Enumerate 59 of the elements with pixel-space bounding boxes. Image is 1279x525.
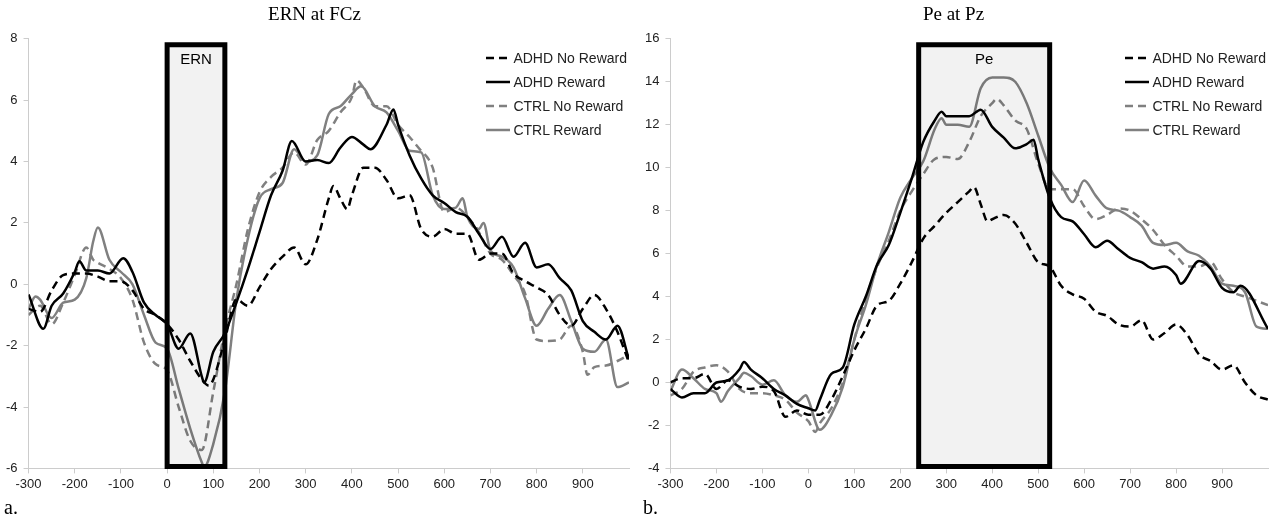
chart-title: ERN at FCz [268,3,361,25]
y-tick-label: -2 [647,417,660,433]
x-tick-label: 400 [341,475,363,491]
x-tick-label: 500 [1027,475,1050,491]
y-tick-label: 14 [644,73,660,89]
y-tick-label: 2 [10,214,18,230]
x-tick-label: 700 [1119,475,1141,491]
x-tick-label: -100 [749,475,776,491]
text: b. [643,496,658,519]
legend-label: CTRL Reward [1152,122,1241,138]
x-tick-label: 800 [525,475,548,491]
y-tick-label: 6 [652,245,660,261]
x-tick-label: -300 [15,475,42,491]
x-tick-label: 400 [981,475,1004,491]
y-tick-label: 4 [10,153,18,169]
y-tick-label: 0 [10,275,18,291]
y-tick-label: -4 [647,459,660,475]
x-tick-label: -300 [657,475,684,491]
y-tick-label: -4 [6,398,18,414]
y-tick-label: 8 [10,30,18,46]
y-tick-label: -6 [6,459,18,475]
x-tick-label: 100 [843,475,866,491]
legend-label: CTRL No Reward [1152,98,1263,114]
chart-title: Pe at Pz [922,3,985,25]
x-tick-label: -200 [703,475,730,491]
x-tick-label: 200 [889,475,912,491]
legend-label: ADHD Reward [1152,74,1245,90]
legend-label: ADHD No Reward [1152,50,1266,66]
x-tick-label: 700 [479,475,502,491]
x-tick-label: 200 [248,475,271,491]
x-tick-label: 300 [935,475,958,491]
y-tick-label: 6 [10,91,18,107]
band-label: Pe [974,50,994,68]
band-label: ERN [180,50,212,68]
y-tick-label: 10 [644,159,660,175]
y-tick-label: 16 [644,30,660,46]
text: a. [4,496,18,519]
x-tick-label: -200 [61,475,88,491]
x-tick-label: 600 [433,475,456,491]
x-tick-label: 500 [387,475,409,491]
x-tick-label: 100 [202,475,225,491]
y-tick-label: 4 [652,288,660,304]
x-tick-label: -100 [107,475,134,491]
x-tick-label: 900 [571,475,594,491]
x-tick-label: 0 [163,475,171,491]
x-tick-label: 900 [1211,475,1233,491]
y-tick-label: 0 [652,374,660,390]
y-tick-label: 2 [652,331,660,347]
x-tick-label: 0 [804,475,812,491]
x-tick-label: 800 [1165,475,1187,491]
y-tick-label: -2 [6,337,18,353]
x-tick-label: 600 [1073,475,1095,491]
legend-label: CTRL No Reward [513,98,624,114]
y-tick-label: 8 [652,202,660,218]
legend-label: CTRL Reward [513,122,602,138]
x-tick-label: 300 [294,475,317,491]
legend-label: ADHD No Reward [513,50,627,66]
legend-label: ADHD Reward [513,74,606,90]
y-tick-label: 12 [644,116,660,132]
